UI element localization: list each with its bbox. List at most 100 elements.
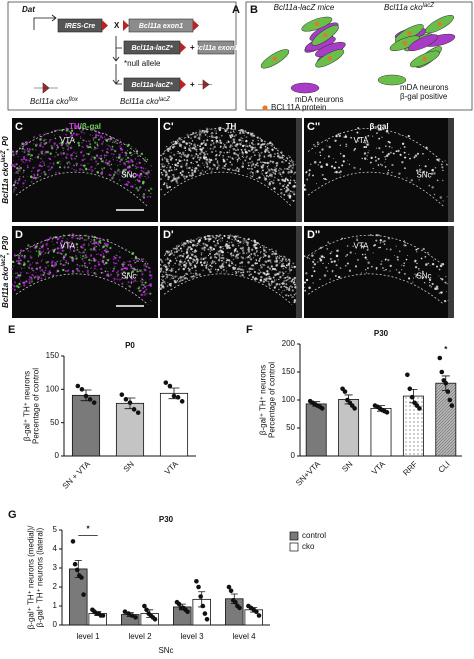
speckle — [348, 269, 352, 272]
speckle — [219, 141, 222, 144]
speckle — [27, 265, 29, 268]
speckle — [70, 240, 72, 242]
speckle — [367, 134, 370, 137]
speckle — [35, 178, 37, 180]
speckle — [270, 269, 272, 271]
speckle — [336, 249, 339, 252]
header-part: TH — [69, 122, 80, 131]
speckle — [221, 271, 223, 273]
speckle — [241, 151, 245, 155]
speckle — [386, 248, 388, 250]
speckle — [110, 168, 112, 170]
speckle — [90, 239, 92, 241]
speckle — [125, 154, 128, 157]
speckle — [55, 148, 58, 151]
speckle — [145, 171, 148, 175]
speckle — [185, 175, 188, 178]
speckle — [271, 252, 274, 256]
speckle — [417, 267, 420, 270]
speckle — [103, 242, 106, 245]
speckle — [248, 164, 250, 167]
legend-cell — [290, 82, 320, 94]
speckle — [179, 247, 182, 250]
speckle — [168, 169, 171, 172]
speckle — [263, 252, 265, 255]
speckle — [208, 167, 211, 170]
speckle — [250, 273, 252, 276]
speckle — [181, 163, 183, 165]
speckle — [115, 262, 118, 265]
speckle — [43, 272, 46, 274]
speckle — [422, 276, 425, 279]
speckle — [65, 247, 67, 249]
speckle — [97, 263, 101, 266]
speckle — [250, 258, 253, 261]
speckle — [293, 279, 296, 281]
speckle — [252, 257, 254, 259]
speckle — [127, 181, 130, 184]
speckle — [377, 157, 380, 160]
speckle — [40, 260, 43, 262]
speckle — [56, 153, 60, 156]
speckle — [98, 156, 101, 159]
speckle — [240, 247, 242, 249]
speckle — [68, 147, 69, 149]
speckle — [236, 250, 239, 253]
speckle — [275, 285, 277, 287]
speckle — [278, 283, 281, 286]
speckle — [254, 149, 257, 152]
channel-header: TH — [226, 122, 237, 131]
speckle — [270, 280, 274, 283]
speckle — [309, 163, 312, 166]
speckle — [216, 252, 220, 256]
speckle — [404, 273, 406, 275]
speckle — [182, 267, 185, 271]
speckle — [101, 168, 103, 170]
speckle — [176, 275, 178, 277]
speckle — [23, 151, 26, 154]
speckle — [244, 239, 246, 241]
speckle — [60, 252, 63, 255]
speckle — [185, 262, 188, 264]
speckle — [288, 181, 291, 184]
speckle — [143, 293, 146, 296]
speckle — [260, 251, 262, 253]
speckle — [292, 262, 295, 265]
speckle — [293, 299, 296, 301]
speckle — [78, 129, 81, 131]
speckle — [245, 130, 247, 132]
region-outline — [15, 234, 149, 305]
speckle — [36, 262, 39, 264]
speckle — [27, 144, 29, 145]
speckle — [184, 177, 186, 180]
speckle — [66, 238, 68, 240]
speckle — [103, 167, 105, 170]
speckle — [127, 156, 130, 159]
speckle — [48, 140, 51, 143]
speckle — [279, 275, 282, 279]
speckle — [115, 256, 117, 259]
speckle — [312, 143, 315, 146]
speckle — [324, 178, 327, 180]
speckle — [62, 158, 64, 160]
speckle — [228, 151, 230, 154]
speckle — [199, 261, 203, 264]
speckle — [29, 255, 31, 257]
speckle — [250, 141, 253, 144]
speckle — [110, 148, 113, 151]
speckle — [88, 262, 91, 264]
speckle — [286, 184, 290, 187]
speckle — [173, 167, 176, 169]
speckle — [210, 268, 212, 270]
speckle — [188, 268, 191, 271]
speckle — [120, 278, 122, 280]
speckle — [182, 160, 184, 161]
speckle — [182, 252, 185, 255]
speckle — [233, 169, 235, 172]
speckle — [89, 128, 92, 130]
speckle — [281, 154, 284, 157]
speckle — [257, 139, 259, 141]
speckle — [187, 267, 190, 270]
speckle — [35, 245, 38, 248]
panel-label: D'' — [307, 229, 321, 241]
